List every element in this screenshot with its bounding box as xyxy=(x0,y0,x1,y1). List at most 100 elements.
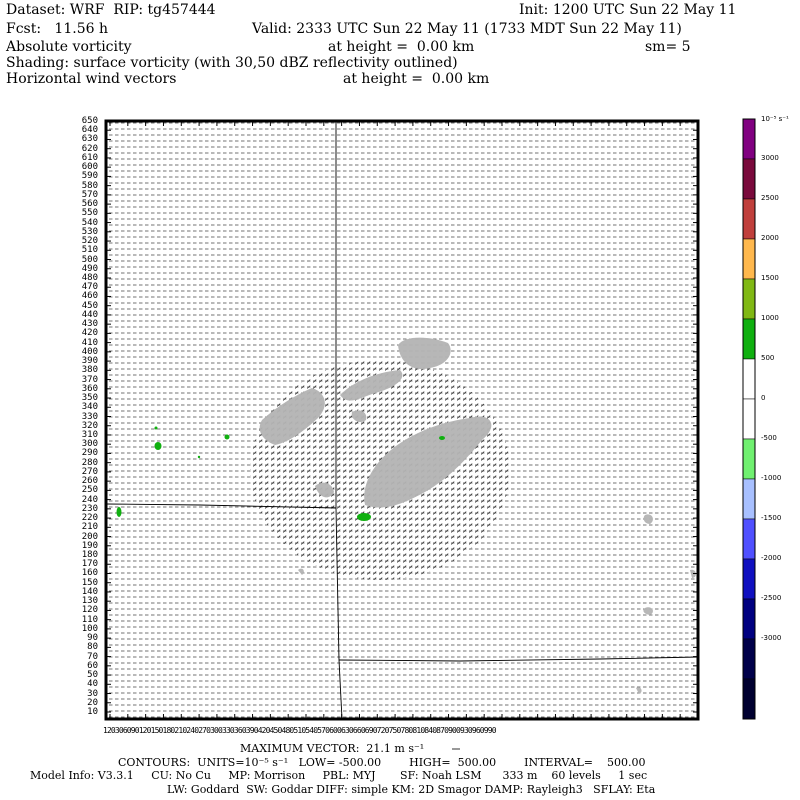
colorbar-swatch xyxy=(742,558,756,600)
y-axis-label: 460 xyxy=(81,291,98,302)
y-axis-label: 580 xyxy=(81,180,98,191)
model-info: Model Info: V3.3.1 CU: No Cu MP: Morriso… xyxy=(30,769,648,782)
colorbar-swatch xyxy=(742,678,756,720)
y-axis-label: 250 xyxy=(81,485,98,496)
plot-frame xyxy=(104,119,700,721)
y-axis-label: 60 xyxy=(87,660,98,671)
y-axis-label: 40 xyxy=(87,679,98,690)
colorbar-swatch xyxy=(742,278,756,320)
y-axis-label: 430 xyxy=(81,319,98,330)
colorbar-label: 1000 xyxy=(761,314,779,322)
y-axis-label: 70 xyxy=(87,651,98,662)
y-axis-label: 230 xyxy=(81,503,98,514)
y-axis-label: 620 xyxy=(81,143,98,154)
colorbar-swatch xyxy=(742,238,756,280)
y-axis-label: 160 xyxy=(81,568,98,579)
y-axis-label: 260 xyxy=(81,476,98,487)
y-axis-label: 90 xyxy=(87,633,98,644)
y-axis-label: 340 xyxy=(81,402,98,413)
colorbar-label: -1000 xyxy=(761,474,782,482)
max-vector-label: MAXIMUM VECTOR: 21.1 m s⁻¹ xyxy=(240,742,425,755)
colorbar-label: -2500 xyxy=(761,594,782,602)
y-axis-label: 110 xyxy=(81,614,98,625)
y-axis-label: 610 xyxy=(81,152,98,163)
y-axis-label: 30 xyxy=(87,688,98,699)
y-axis-label: 490 xyxy=(81,263,98,274)
y-axis-label: 200 xyxy=(81,531,98,542)
y-axis-label: 170 xyxy=(81,559,98,570)
colorbar-swatch xyxy=(742,318,756,360)
colorbar-label: -3000 xyxy=(761,634,782,642)
y-axis-label: 270 xyxy=(81,466,98,477)
smoothing-label: sm= 5 xyxy=(645,39,691,55)
y-axis-label: 410 xyxy=(81,337,98,348)
y-axis-label: 220 xyxy=(81,513,98,524)
colorbar-swatch xyxy=(742,598,756,640)
y-axis-label: 350 xyxy=(81,393,98,404)
y-axis-label: 320 xyxy=(81,420,98,431)
field2-height: at height = 0.00 km xyxy=(343,71,490,87)
y-axis-label: 480 xyxy=(81,272,98,283)
y-axis-label: 500 xyxy=(81,254,98,265)
y-axis-label: 50 xyxy=(87,670,98,681)
y-axis-label: 310 xyxy=(81,429,98,440)
x-axis-labels: 1203060901201501802102402703003303603904… xyxy=(103,726,497,735)
y-axis-label: 440 xyxy=(81,309,98,320)
y-axis-label: 550 xyxy=(81,208,98,219)
y-axis-label: 630 xyxy=(81,134,98,145)
colorbar-label: -2000 xyxy=(761,554,782,562)
init-time: Init: 1200 UTC Sun 22 May 11 xyxy=(519,2,737,18)
y-axis-label: 360 xyxy=(81,383,98,394)
y-axis-label: 530 xyxy=(81,226,98,237)
y-axis-label: 180 xyxy=(81,550,98,561)
colorbar-label: 500 xyxy=(761,354,775,362)
y-axis-label: 140 xyxy=(81,586,98,597)
colorbar-swatch xyxy=(742,358,756,400)
y-axis-label: 380 xyxy=(81,365,98,376)
y-axis-label: 190 xyxy=(81,540,98,551)
colorbar-swatch xyxy=(742,118,756,160)
contours-info: CONTOURS: UNITS=10⁻⁵ s⁻¹ LOW= -500.00 HI… xyxy=(118,756,646,769)
y-axis-label: 540 xyxy=(81,217,98,228)
model-physics-info: LW: Goddard SW: Goddar DIFF: simple KM: … xyxy=(167,783,656,796)
colorbar-swatch xyxy=(742,198,756,240)
y-axis-label: 10 xyxy=(87,707,98,717)
y-axis-label: 210 xyxy=(81,522,98,533)
colorbar-label: 0 xyxy=(761,394,766,402)
y-axis-label: 650 xyxy=(81,116,98,126)
y-axis-label: 300 xyxy=(81,439,98,450)
y-axis-label: 600 xyxy=(81,162,98,173)
y-axis-label: 560 xyxy=(81,199,98,210)
colorbar-swatch xyxy=(742,478,756,520)
colorbar-label: -500 xyxy=(761,434,777,442)
y-axis-label: 290 xyxy=(81,448,98,459)
y-axis-label: 20 xyxy=(87,697,98,708)
y-axis-label: 280 xyxy=(81,457,98,468)
colorbar-label: 1500 xyxy=(761,274,779,282)
field1-name: Absolute vorticity xyxy=(6,39,132,55)
x-axis-ticks xyxy=(109,121,699,719)
y-axis-label: 130 xyxy=(81,596,98,607)
colorbar-label: 3000 xyxy=(761,154,779,162)
y-axis-label: 330 xyxy=(81,411,98,422)
y-axis-label: 520 xyxy=(81,236,98,247)
colorbar xyxy=(742,118,756,720)
y-axis-label: 570 xyxy=(81,189,98,200)
shading-description: Shading: surface vorticity (with 30,50 d… xyxy=(6,55,458,71)
y-axis-label: 80 xyxy=(87,642,98,653)
y-axis-label: 100 xyxy=(81,623,98,634)
y-axis-label: 390 xyxy=(81,356,98,367)
y-axis-label: 400 xyxy=(81,346,98,357)
y-axis-label: 150 xyxy=(81,577,98,588)
colorbar-label: 2000 xyxy=(761,234,779,242)
colorbar-swatch xyxy=(742,518,756,560)
y-axis-label: 450 xyxy=(81,300,98,311)
colorbar-swatch xyxy=(742,438,756,480)
colorbar-swatch xyxy=(742,158,756,200)
y-axis-label: 470 xyxy=(81,282,98,293)
reflectivity-shading xyxy=(259,337,696,694)
geographic-boundaries xyxy=(106,121,698,719)
y-axis-label: 590 xyxy=(81,171,98,182)
y-axis-label: 420 xyxy=(81,328,98,339)
y-axis-label: 240 xyxy=(81,494,98,505)
